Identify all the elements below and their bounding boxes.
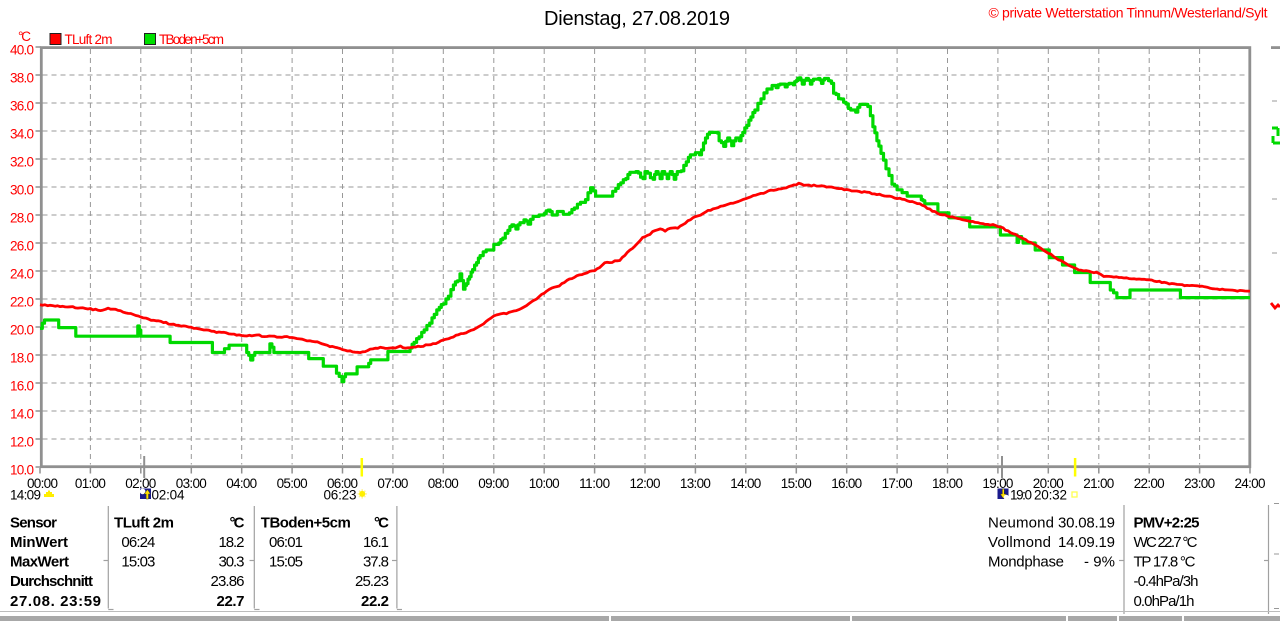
svg-text:10:00: 10:00 (529, 476, 560, 491)
svg-text:20:32: 20:32 (1034, 488, 1067, 503)
svg-text:01:00: 01:00 (75, 476, 106, 491)
svg-text:Sensor: Sensor (10, 515, 57, 532)
svg-text:19:00: 19:00 (982, 476, 1013, 491)
svg-text:Mondphase: Mondphase (988, 554, 1064, 571)
svg-text:18.2: 18.2 (219, 534, 245, 551)
svg-text:06:23: 06:23 (324, 488, 357, 503)
svg-text:Dienstag, 27.08.2019: Dienstag, 27.08.2019 (544, 8, 730, 30)
svg-text:20.0: 20.0 (10, 323, 34, 338)
svg-text:19:0: 19:0 (1010, 488, 1032, 503)
svg-text:09:00: 09:00 (478, 476, 509, 491)
svg-text:34.0: 34.0 (10, 127, 34, 142)
svg-text:06:01: 06:01 (269, 534, 303, 551)
svg-text:26.0: 26.0 (10, 239, 34, 254)
svg-text:23:00: 23:00 (1184, 476, 1215, 491)
svg-text:27.08. 23:59: 27.08. 23:59 (10, 593, 101, 610)
svg-text:© private Wetterstation Tinnum: © private Wetterstation Tinnum/Westerlan… (989, 5, 1268, 21)
svg-text:16.0: 16.0 (10, 379, 34, 394)
svg-text:24.0: 24.0 (10, 267, 34, 282)
svg-text:14.09.19: 14.09.19 (1058, 534, 1115, 551)
svg-text:Neumond: Neumond (988, 515, 1054, 532)
svg-text:22:00: 22:00 (1134, 476, 1165, 491)
svg-text:06:24: 06:24 (121, 534, 155, 551)
svg-text:30.08.19: 30.08.19 (1058, 515, 1115, 532)
svg-text:11:00: 11:00 (579, 476, 610, 491)
svg-text:22.7: 22.7 (217, 593, 245, 610)
svg-text:28.0: 28.0 (10, 211, 34, 226)
svg-text:15:05: 15:05 (269, 554, 303, 571)
svg-text:06:00: 06:00 (327, 476, 358, 491)
svg-text:22.2: 22.2 (361, 593, 389, 610)
svg-text:-0.4hPa/3h: -0.4hPa/3h (1134, 573, 1199, 590)
svg-text:36.0: 36.0 (10, 99, 34, 114)
svg-text:15:03: 15:03 (121, 554, 155, 571)
svg-text:14.0: 14.0 (10, 407, 34, 422)
svg-text:04:00: 04:00 (226, 476, 257, 491)
svg-text:TP 17.8 °C: TP 17.8 °C (1134, 554, 1196, 571)
svg-text:13:00: 13:00 (680, 476, 711, 491)
svg-text:17:00: 17:00 (882, 476, 913, 491)
svg-text:21:00: 21:00 (1083, 476, 1114, 491)
svg-text:32.0: 32.0 (10, 155, 34, 170)
svg-text:18.0: 18.0 (10, 351, 34, 366)
svg-text:TBoden+5cm: TBoden+5cm (261, 515, 351, 532)
svg-text:00:00: 00:00 (27, 476, 58, 491)
svg-text:TLuft 2m: TLuft 2m (65, 32, 113, 47)
svg-text:°C: °C (374, 515, 389, 532)
svg-text:05:00: 05:00 (277, 476, 308, 491)
svg-text:MinWert: MinWert (10, 534, 68, 551)
svg-text:Vollmond: Vollmond (988, 534, 1051, 551)
svg-text:07:00: 07:00 (377, 476, 408, 491)
svg-text:40.0: 40.0 (10, 43, 34, 58)
svg-text:16.1: 16.1 (363, 534, 389, 551)
svg-text:02:04: 02:04 (152, 488, 185, 503)
svg-text:PMV+2:25: PMV+2:25 (1134, 515, 1200, 532)
svg-text:24:00: 24:00 (1235, 476, 1266, 491)
svg-text:14:00: 14:00 (730, 476, 761, 491)
svg-text:20:00: 20:00 (1033, 476, 1064, 491)
svg-text:18:00: 18:00 (932, 476, 963, 491)
svg-text:25.23: 25.23 (355, 573, 389, 590)
svg-text:37.8: 37.8 (363, 554, 389, 571)
svg-text:30.0: 30.0 (10, 183, 34, 198)
svg-text:14:09: 14:09 (10, 488, 41, 503)
svg-text:TBoden+5cm: TBoden+5cm (159, 32, 224, 47)
svg-text:°C: °C (18, 29, 31, 44)
svg-text:12:00: 12:00 (630, 476, 661, 491)
svg-text:- 9%: - 9% (1084, 554, 1115, 571)
svg-text:38.0: 38.0 (10, 71, 34, 86)
svg-text:08:00: 08:00 (428, 476, 459, 491)
svg-text:0.0hPa/1h: 0.0hPa/1h (1134, 593, 1195, 610)
svg-text:Durchschnitt: Durchschnitt (10, 573, 93, 590)
svg-text:22.0: 22.0 (10, 295, 34, 310)
svg-text:23.86: 23.86 (211, 573, 245, 590)
svg-text:30.3: 30.3 (219, 554, 245, 571)
svg-text:12.0: 12.0 (10, 435, 34, 450)
svg-text:02:00: 02:00 (125, 476, 156, 491)
svg-text:03:00: 03:00 (176, 476, 207, 491)
svg-text:16:00: 16:00 (831, 476, 862, 491)
svg-text:WC 22.7 °C: WC 22.7 °C (1134, 534, 1198, 551)
svg-text:MaxWert: MaxWert (10, 554, 69, 571)
svg-text:TLuft 2m: TLuft 2m (114, 515, 174, 532)
svg-text:10.0: 10.0 (10, 463, 34, 478)
svg-text:°C: °C (230, 515, 245, 532)
svg-text:15:00: 15:00 (781, 476, 812, 491)
